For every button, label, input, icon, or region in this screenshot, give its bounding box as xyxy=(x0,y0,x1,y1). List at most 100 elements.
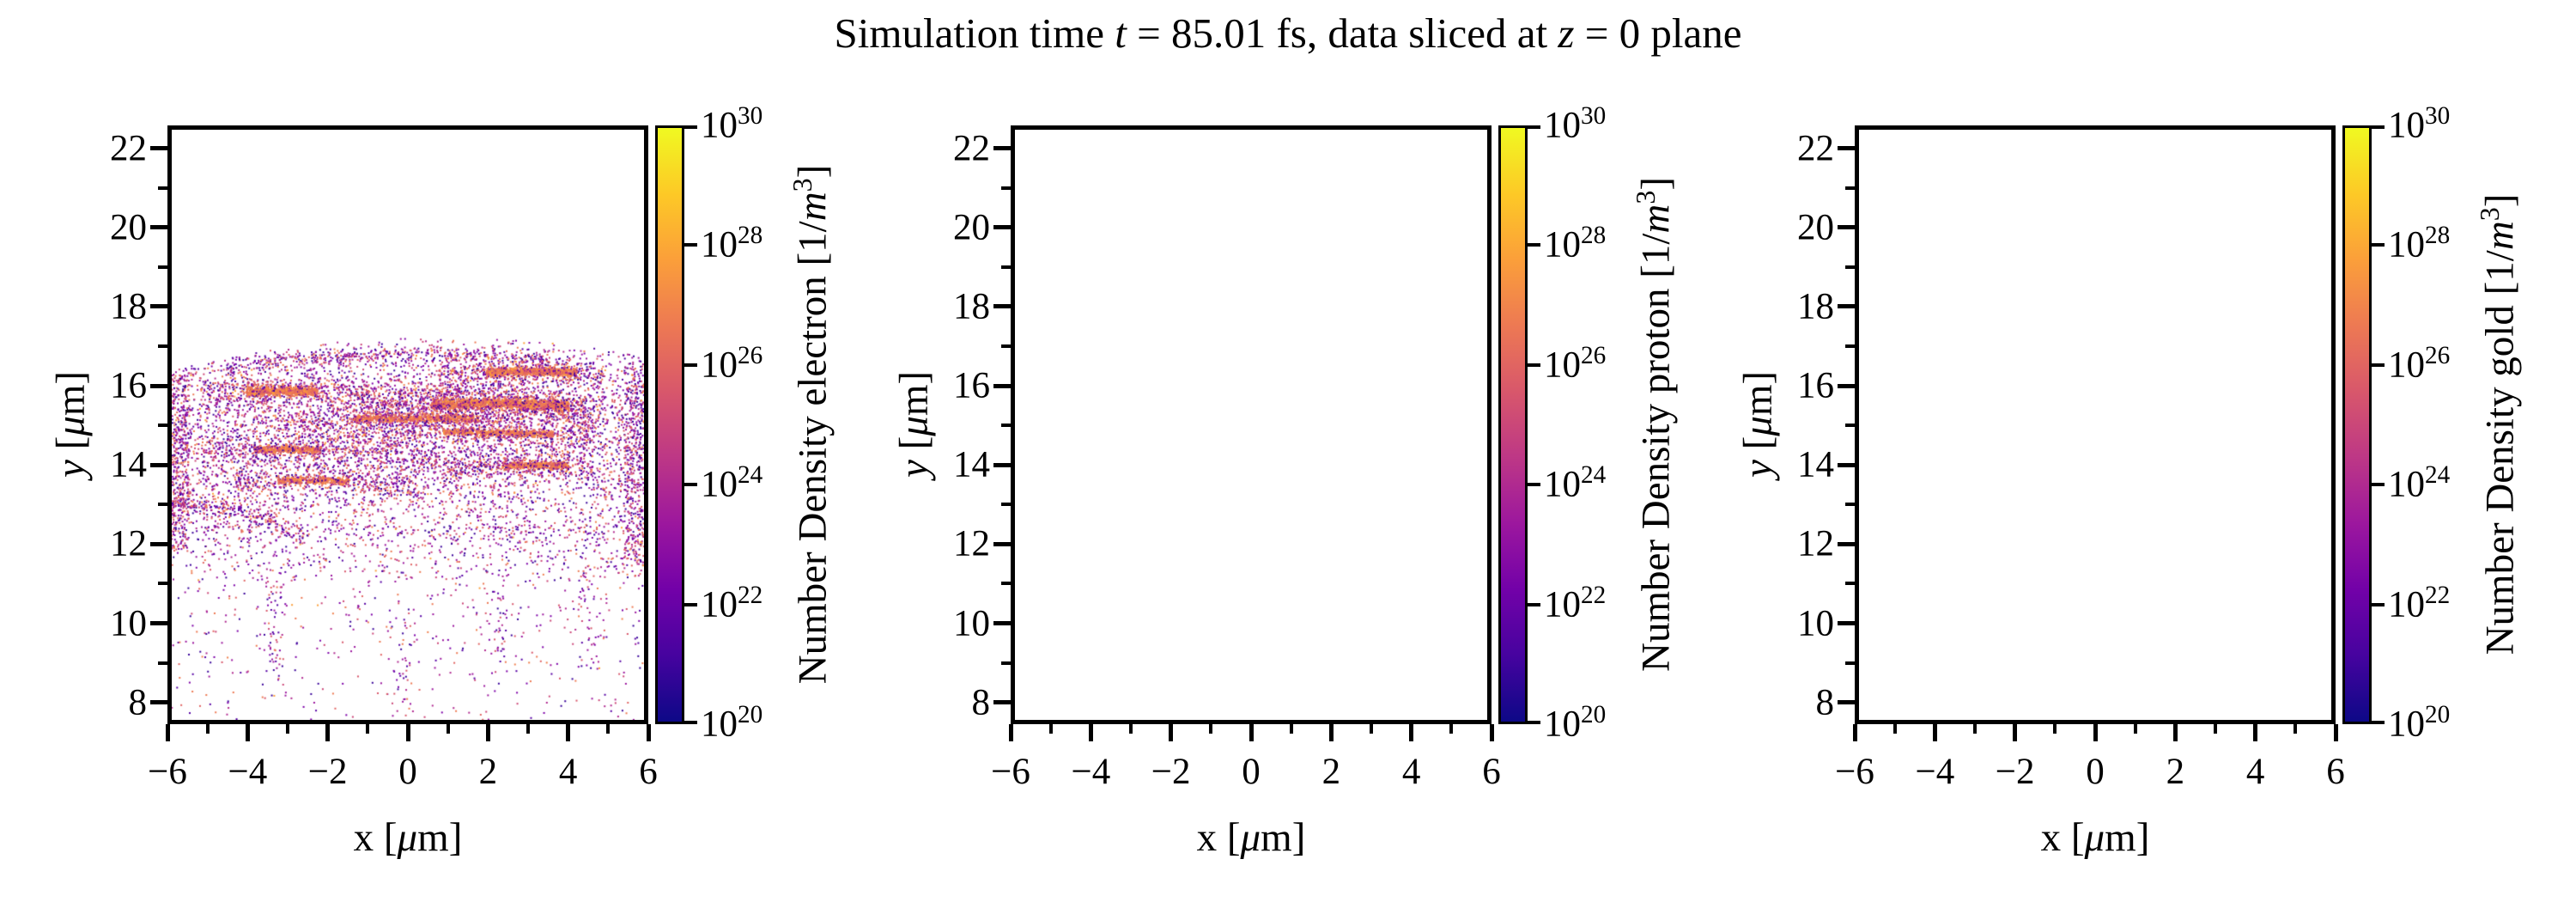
x-major-tick xyxy=(646,724,651,741)
colorbar-tick xyxy=(1528,602,1540,606)
y-major-tick xyxy=(1838,304,1855,309)
x-minor-tick xyxy=(606,724,611,734)
y-tick-label: 22 xyxy=(1797,128,1834,169)
y-tick-label: 10 xyxy=(1797,603,1834,644)
colorbar-tick-label: 1020 xyxy=(2388,701,2451,745)
colorbar-tick xyxy=(684,721,697,724)
x-minor-tick xyxy=(286,724,289,734)
y-major-tick xyxy=(150,225,167,230)
y-minor-tick xyxy=(158,186,167,190)
colorbar-tick-label: 1022 xyxy=(2388,581,2451,625)
colorbar-tick xyxy=(684,243,697,247)
x-tick-label: −4 xyxy=(228,752,268,792)
y-tick-label: 18 xyxy=(110,286,147,327)
y-major-tick xyxy=(150,621,167,626)
figure-title: Simulation time t = 85.01 fs, data slice… xyxy=(0,10,2576,57)
panel-electron: y [μm] x [μm] Number Density electron [1… xyxy=(49,104,1026,902)
colorbar-tick-label: 1030 xyxy=(701,102,763,146)
y-tick-label: 12 xyxy=(953,523,990,564)
x-tick-label: 0 xyxy=(398,752,417,792)
y-tick-label: 18 xyxy=(1797,286,1834,327)
y-major-tick xyxy=(993,700,1011,705)
title-suffix: = 0 plane xyxy=(1574,9,1742,57)
x-minor-tick xyxy=(1973,724,1977,734)
x-minor-tick xyxy=(1893,724,1897,734)
x-tick-label: 4 xyxy=(1401,752,1421,792)
electron-density-scatter xyxy=(172,130,644,720)
y-minor-tick xyxy=(158,503,167,507)
colorbar-tick xyxy=(2372,483,2385,487)
colorbar-tick xyxy=(2372,363,2385,367)
colorbar-tick xyxy=(684,602,697,606)
colorbar-tick-label: 1022 xyxy=(1544,581,1607,625)
x-major-tick xyxy=(165,724,170,741)
x-tick-label: −4 xyxy=(1071,752,1111,792)
y-major-tick xyxy=(150,541,167,546)
colorbar-tick xyxy=(2372,602,2385,606)
colorbar-tick xyxy=(1528,243,1540,247)
y-major-tick xyxy=(1838,146,1855,151)
y-major-tick xyxy=(993,146,1011,151)
title-t-symbol: t xyxy=(1115,9,1127,57)
y-tick-label: 16 xyxy=(1797,365,1834,406)
colorbar-tick xyxy=(684,363,697,367)
x-major-tick xyxy=(2093,724,2098,741)
y-tick-label: 10 xyxy=(110,603,147,644)
colorbar-tick-label: 1028 xyxy=(2388,222,2451,265)
x-minor-tick xyxy=(2214,724,2217,734)
y-tick-label: 20 xyxy=(953,207,990,248)
y-major-tick xyxy=(1838,541,1855,546)
colorbar-tick xyxy=(1528,363,1540,367)
y-tick-label: 12 xyxy=(1797,523,1834,564)
x-major-tick xyxy=(2172,724,2178,741)
y-minor-tick xyxy=(1845,344,1855,349)
colorbar-tick xyxy=(1528,721,1540,724)
y-minor-tick xyxy=(1001,265,1011,269)
x-tick-label: 2 xyxy=(1321,752,1341,792)
colorbar-tick-label: 1028 xyxy=(1544,222,1607,265)
y-minor-tick xyxy=(1001,424,1011,428)
x-tick-label: 0 xyxy=(2086,752,2105,792)
x-major-tick xyxy=(1008,724,1013,741)
x-major-tick xyxy=(566,724,571,741)
y-tick-label: 22 xyxy=(953,128,990,169)
colorbar-tick-label: 1026 xyxy=(1544,341,1607,386)
x-minor-tick xyxy=(1449,724,1454,734)
colorbar-tick-label: 1030 xyxy=(1544,102,1607,146)
x-tick-label: −6 xyxy=(1835,752,1874,792)
x-tick-label: 0 xyxy=(1242,752,1261,792)
x-tick-label: 6 xyxy=(2326,752,2345,792)
x-axis-label: x [μm] xyxy=(353,815,463,860)
colorbar-tick xyxy=(2372,243,2385,247)
y-minor-tick xyxy=(158,344,167,349)
y-tick-label: 8 xyxy=(1815,682,1835,723)
y-tick-label: 20 xyxy=(1797,207,1834,248)
y-tick-label: 8 xyxy=(971,682,991,723)
y-minor-tick xyxy=(1001,344,1011,349)
colorbar-tick-label: 1028 xyxy=(701,222,763,265)
x-minor-tick xyxy=(1370,724,1373,734)
y-minor-tick xyxy=(1001,186,1011,190)
colorbar-tick xyxy=(2372,721,2385,724)
y-major-tick xyxy=(993,304,1011,309)
y-tick-label: 16 xyxy=(110,365,147,406)
y-tick-label: 14 xyxy=(1797,444,1834,485)
x-tick-label: −4 xyxy=(1915,752,1955,792)
x-minor-tick xyxy=(446,724,450,734)
y-major-tick xyxy=(1838,462,1855,467)
y-tick-label: 22 xyxy=(110,128,147,169)
x-minor-tick xyxy=(2133,724,2137,734)
y-tick-label: 8 xyxy=(128,682,148,723)
y-major-tick xyxy=(993,462,1011,467)
x-major-tick xyxy=(2253,724,2258,741)
x-axis-label: x [μm] xyxy=(1196,815,1306,860)
x-major-tick xyxy=(325,724,331,741)
y-tick-label: 10 xyxy=(953,603,990,644)
colorbar-tick-label: 1020 xyxy=(701,701,763,745)
x-tick-label: 4 xyxy=(2245,752,2265,792)
y-major-tick xyxy=(1838,700,1855,705)
y-tick-label: 16 xyxy=(953,365,990,406)
x-major-tick xyxy=(245,724,250,741)
y-minor-tick xyxy=(1845,424,1855,428)
title-z-symbol: z xyxy=(1558,9,1575,57)
